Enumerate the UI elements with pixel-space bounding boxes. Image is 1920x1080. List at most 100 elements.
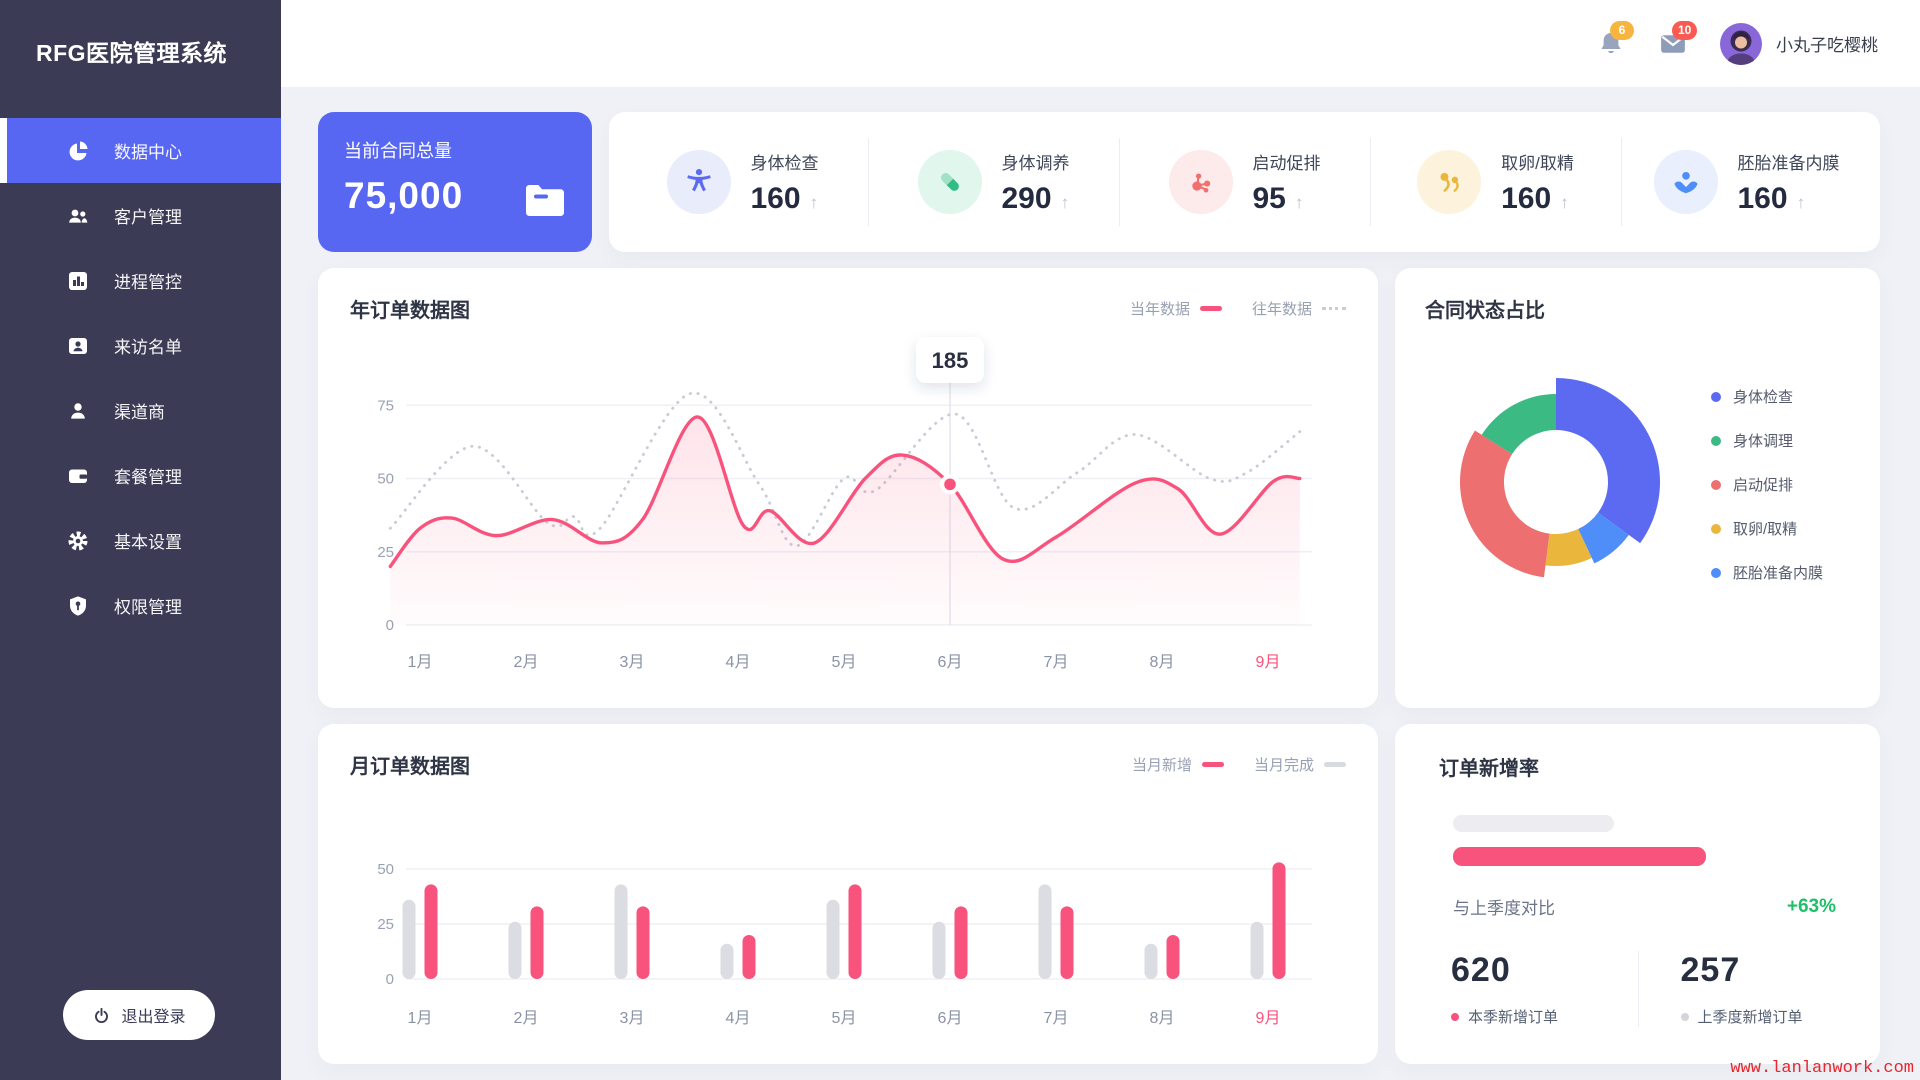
bar-new[interactable] bbox=[1272, 862, 1286, 979]
bar-completed[interactable] bbox=[932, 921, 946, 979]
current-quarter-value: 620 bbox=[1451, 951, 1511, 989]
stat-body-conditioning: 身体调养 290 ↑ bbox=[868, 112, 1119, 252]
previous-quarter-bar bbox=[1453, 815, 1614, 832]
donut-legend-item[interactable]: 取卵/取精 bbox=[1711, 518, 1823, 539]
y-tick-label: 25 bbox=[377, 544, 394, 561]
monthly-orders-card: 月订单数据图 当月新增 当月完成 0 25 50 1月 2月 3月 4月 5月 6月 7月 8月 9月 bbox=[318, 724, 1378, 1064]
sidebar-item-label: 基本设置 bbox=[114, 533, 182, 552]
topbar: 6 10 小丸子吃樱桃 bbox=[281, 0, 1920, 88]
yearly-orders-line-chart: 0 25 50 75 1月 2月 3月 4月 5月 6月 7月 8月 9月 185 bbox=[350, 329, 1346, 686]
growth-bars bbox=[1453, 815, 1836, 866]
order-growth-card: 订单新增率 与上季度对比 +63% 620 本季新增订单 257 bbox=[1395, 724, 1880, 1064]
sidebar-menu: 数据中心 客户管理 进程管控 来访名单 bbox=[0, 118, 281, 638]
sidebar-item-channel[interactable]: 渠道商 bbox=[0, 378, 281, 443]
contract-total-card: 当前合同总量 75,000 bbox=[318, 112, 592, 252]
notifications-badge: 6 bbox=[1610, 20, 1634, 40]
x-tick-label: 5月 bbox=[832, 654, 857, 671]
chart-tooltip bbox=[916, 337, 984, 383]
stat-embryo-prep: 胚胎准备内膜 160 ↑ bbox=[1621, 112, 1872, 252]
donut-legend-item[interactable]: 启动促排 bbox=[1711, 474, 1823, 495]
donut-slice[interactable] bbox=[1481, 394, 1556, 455]
trend-up-icon: ↑ bbox=[1060, 192, 1070, 212]
sidebar-item-process[interactable]: 进程管控 bbox=[0, 248, 281, 313]
donut-legend-item[interactable]: 胚胎准备内膜 bbox=[1711, 562, 1823, 583]
bar-new[interactable] bbox=[1166, 935, 1180, 979]
watermark: www.lanlanwork.com bbox=[1730, 1059, 1914, 1078]
stat-value: 160 bbox=[1501, 181, 1552, 215]
bar-new[interactable] bbox=[424, 884, 438, 979]
bar-completed[interactable] bbox=[1250, 921, 1264, 979]
bar-completed[interactable] bbox=[720, 943, 734, 979]
user-menu[interactable]: 小丸子吃樱桃 bbox=[1720, 22, 1878, 65]
stat-egg-sperm: 取卵/取精 160 ↑ bbox=[1370, 112, 1621, 252]
donut-slice[interactable] bbox=[1460, 430, 1550, 578]
app-title: RFG医院管理系统 bbox=[36, 40, 228, 66]
messages-button[interactable]: 10 bbox=[1658, 20, 1698, 59]
x-tick-label: 2月 bbox=[514, 1010, 539, 1027]
trend-up-icon: ↑ bbox=[1294, 192, 1304, 212]
legend-previous-year[interactable]: 往年数据 bbox=[1252, 298, 1346, 319]
current-quarter-bar bbox=[1453, 847, 1706, 866]
stat-label: 身体调养 bbox=[1001, 153, 1070, 173]
x-tick-label: 9月 bbox=[1256, 654, 1281, 671]
trend-up-icon: ↑ bbox=[809, 192, 819, 212]
donut-legend-item[interactable]: 身体检查 bbox=[1711, 386, 1823, 407]
x-tick-label: 2月 bbox=[514, 654, 539, 671]
bar-new[interactable] bbox=[848, 884, 862, 979]
sidebar-item-customers[interactable]: 客户管理 bbox=[0, 183, 281, 248]
y-tick-label: 50 bbox=[377, 471, 394, 488]
legend-current-year[interactable]: 当年数据 bbox=[1130, 298, 1222, 319]
bar-chart-icon bbox=[66, 269, 90, 293]
x-tick-label: 6月 bbox=[938, 1010, 963, 1027]
x-tick-label: 4月 bbox=[726, 1010, 751, 1027]
bar-new[interactable] bbox=[742, 935, 756, 979]
x-tick-label: 5月 bbox=[832, 1010, 857, 1027]
sidebar-item-label: 数据中心 bbox=[114, 143, 182, 162]
x-tick-label: 1月 bbox=[408, 654, 433, 671]
mail-icon bbox=[1658, 34, 1688, 63]
bar-completed[interactable] bbox=[614, 884, 628, 979]
monthly-orders-title: 月订单数据图 bbox=[350, 756, 470, 778]
bar-completed[interactable] bbox=[1038, 884, 1052, 979]
people-icon bbox=[66, 204, 90, 228]
previous-quarter-stat: 257 上季度新增订单 bbox=[1637, 951, 1837, 1027]
donut-slice[interactable] bbox=[1556, 378, 1660, 544]
sidebar-item-label: 客户管理 bbox=[114, 208, 182, 227]
bar-new[interactable] bbox=[1060, 906, 1074, 979]
sidebar-item-settings[interactable]: 基本设置 bbox=[0, 508, 281, 573]
bar-completed[interactable] bbox=[826, 899, 840, 979]
sidebar-item-visitors[interactable]: 来访名单 bbox=[0, 313, 281, 378]
y-tick-label: 0 bbox=[386, 617, 394, 634]
sidebar-item-permissions[interactable]: 权限管理 bbox=[0, 573, 281, 638]
sidebar-item-packages[interactable]: 套餐管理 bbox=[0, 443, 281, 508]
monthly-orders-header: 月订单数据图 当月新增 当月完成 bbox=[350, 750, 1346, 779]
bar-new[interactable] bbox=[954, 906, 968, 979]
y-tick-label: 25 bbox=[377, 916, 394, 933]
yearly-orders-card: 年订单数据图 当年数据 往年数据 0 25 50 75 1月 2月 3月 4月 5月 6月 7月 8月… bbox=[318, 268, 1378, 708]
donut-slice[interactable] bbox=[1578, 512, 1629, 564]
y-tick-label: 0 bbox=[386, 971, 394, 988]
main-content: 当前合同总量 75,000 身体检查 160 ↑ bbox=[281, 87, 1920, 1080]
notifications-button[interactable]: 6 bbox=[1596, 20, 1634, 59]
bar-completed[interactable] bbox=[402, 899, 416, 979]
legend-month-done[interactable]: 当月完成 bbox=[1254, 754, 1346, 775]
x-tick-label: 3月 bbox=[620, 654, 645, 671]
x-tick-label: 3月 bbox=[620, 1010, 645, 1027]
donut-legend-item[interactable]: 身体调理 bbox=[1711, 430, 1823, 451]
bar-new[interactable] bbox=[636, 906, 650, 979]
capsule-icon bbox=[917, 150, 982, 214]
x-tick-label: 8月 bbox=[1150, 654, 1175, 671]
sidebar: RFG医院管理系统 数据中心 客户管理 进程管控 bbox=[0, 0, 281, 1080]
bar-completed[interactable] bbox=[1144, 943, 1158, 979]
donut-slice[interactable] bbox=[1545, 529, 1592, 566]
stat-label: 身体检查 bbox=[750, 153, 819, 173]
bar-completed[interactable] bbox=[508, 921, 522, 979]
sidebar-item-data-center[interactable]: 数据中心 bbox=[0, 118, 281, 183]
logout-button[interactable]: 退出登录 bbox=[63, 990, 215, 1040]
legend-month-new[interactable]: 当月新增 bbox=[1132, 754, 1224, 775]
previous-quarter-value: 257 bbox=[1680, 951, 1741, 989]
bar-new[interactable] bbox=[530, 906, 544, 979]
avatar bbox=[1720, 22, 1762, 65]
dotted-line-swatch bbox=[1322, 307, 1346, 310]
